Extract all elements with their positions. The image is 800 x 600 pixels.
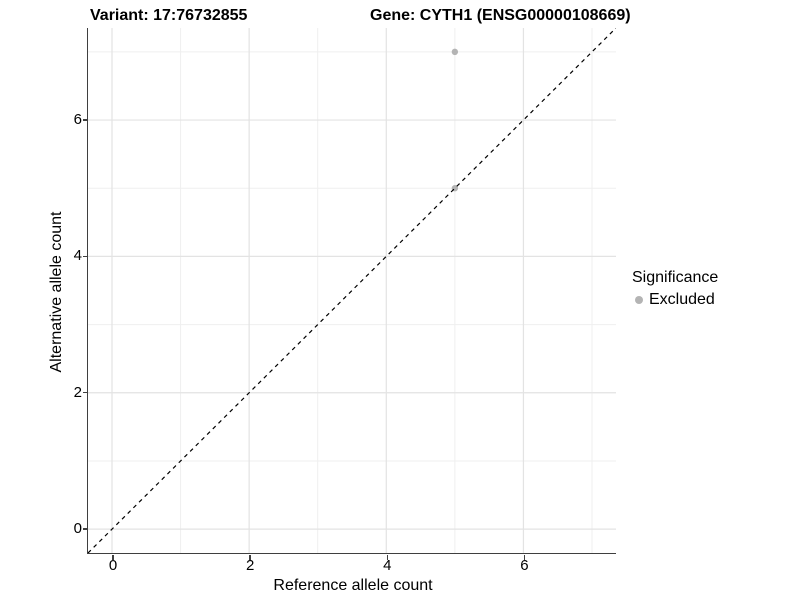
x-axis-title: Reference allele count xyxy=(273,577,433,594)
identity-dashed-line xyxy=(88,28,617,553)
scatter-plot-canvas xyxy=(88,28,617,553)
plot-panel xyxy=(87,28,617,554)
y-tick-label: 0 xyxy=(73,520,82,538)
x-tick-mark xyxy=(249,555,251,560)
y-tick-mark xyxy=(82,255,87,258)
x-tick-label: 4 xyxy=(383,557,392,574)
y-axis-title: Alternative allele count xyxy=(48,211,65,373)
legend: Significance Excluded xyxy=(632,269,718,309)
legend-entries: Excluded xyxy=(632,291,718,309)
legend-point-icon xyxy=(635,296,643,304)
y-tick-mark xyxy=(82,528,87,530)
plot-title-variant: Variant: 17:76732855 xyxy=(90,7,248,24)
y-tick-label: 4 xyxy=(73,247,82,265)
x-tick-mark xyxy=(112,555,114,560)
x-tick-label: 0 xyxy=(108,557,118,574)
y-tick-label: 6 xyxy=(73,111,82,129)
legend-title: Significance xyxy=(632,269,719,286)
x-tick-label: 2 xyxy=(245,557,255,574)
y-tick-mark xyxy=(82,392,87,394)
x-tick-mark xyxy=(386,555,388,560)
legend-entry-label: Excluded xyxy=(649,291,715,308)
legend-entry-excluded: Excluded xyxy=(632,291,718,309)
x-tick-label: 6 xyxy=(520,557,529,574)
data-point-excluded xyxy=(452,48,459,56)
plot-title-gene: Gene: CYTH1 (ENSG00000108669) xyxy=(370,7,631,24)
y-tick-mark xyxy=(82,119,87,121)
x-tick-mark xyxy=(523,555,526,560)
y-tick-label: 2 xyxy=(73,383,82,401)
